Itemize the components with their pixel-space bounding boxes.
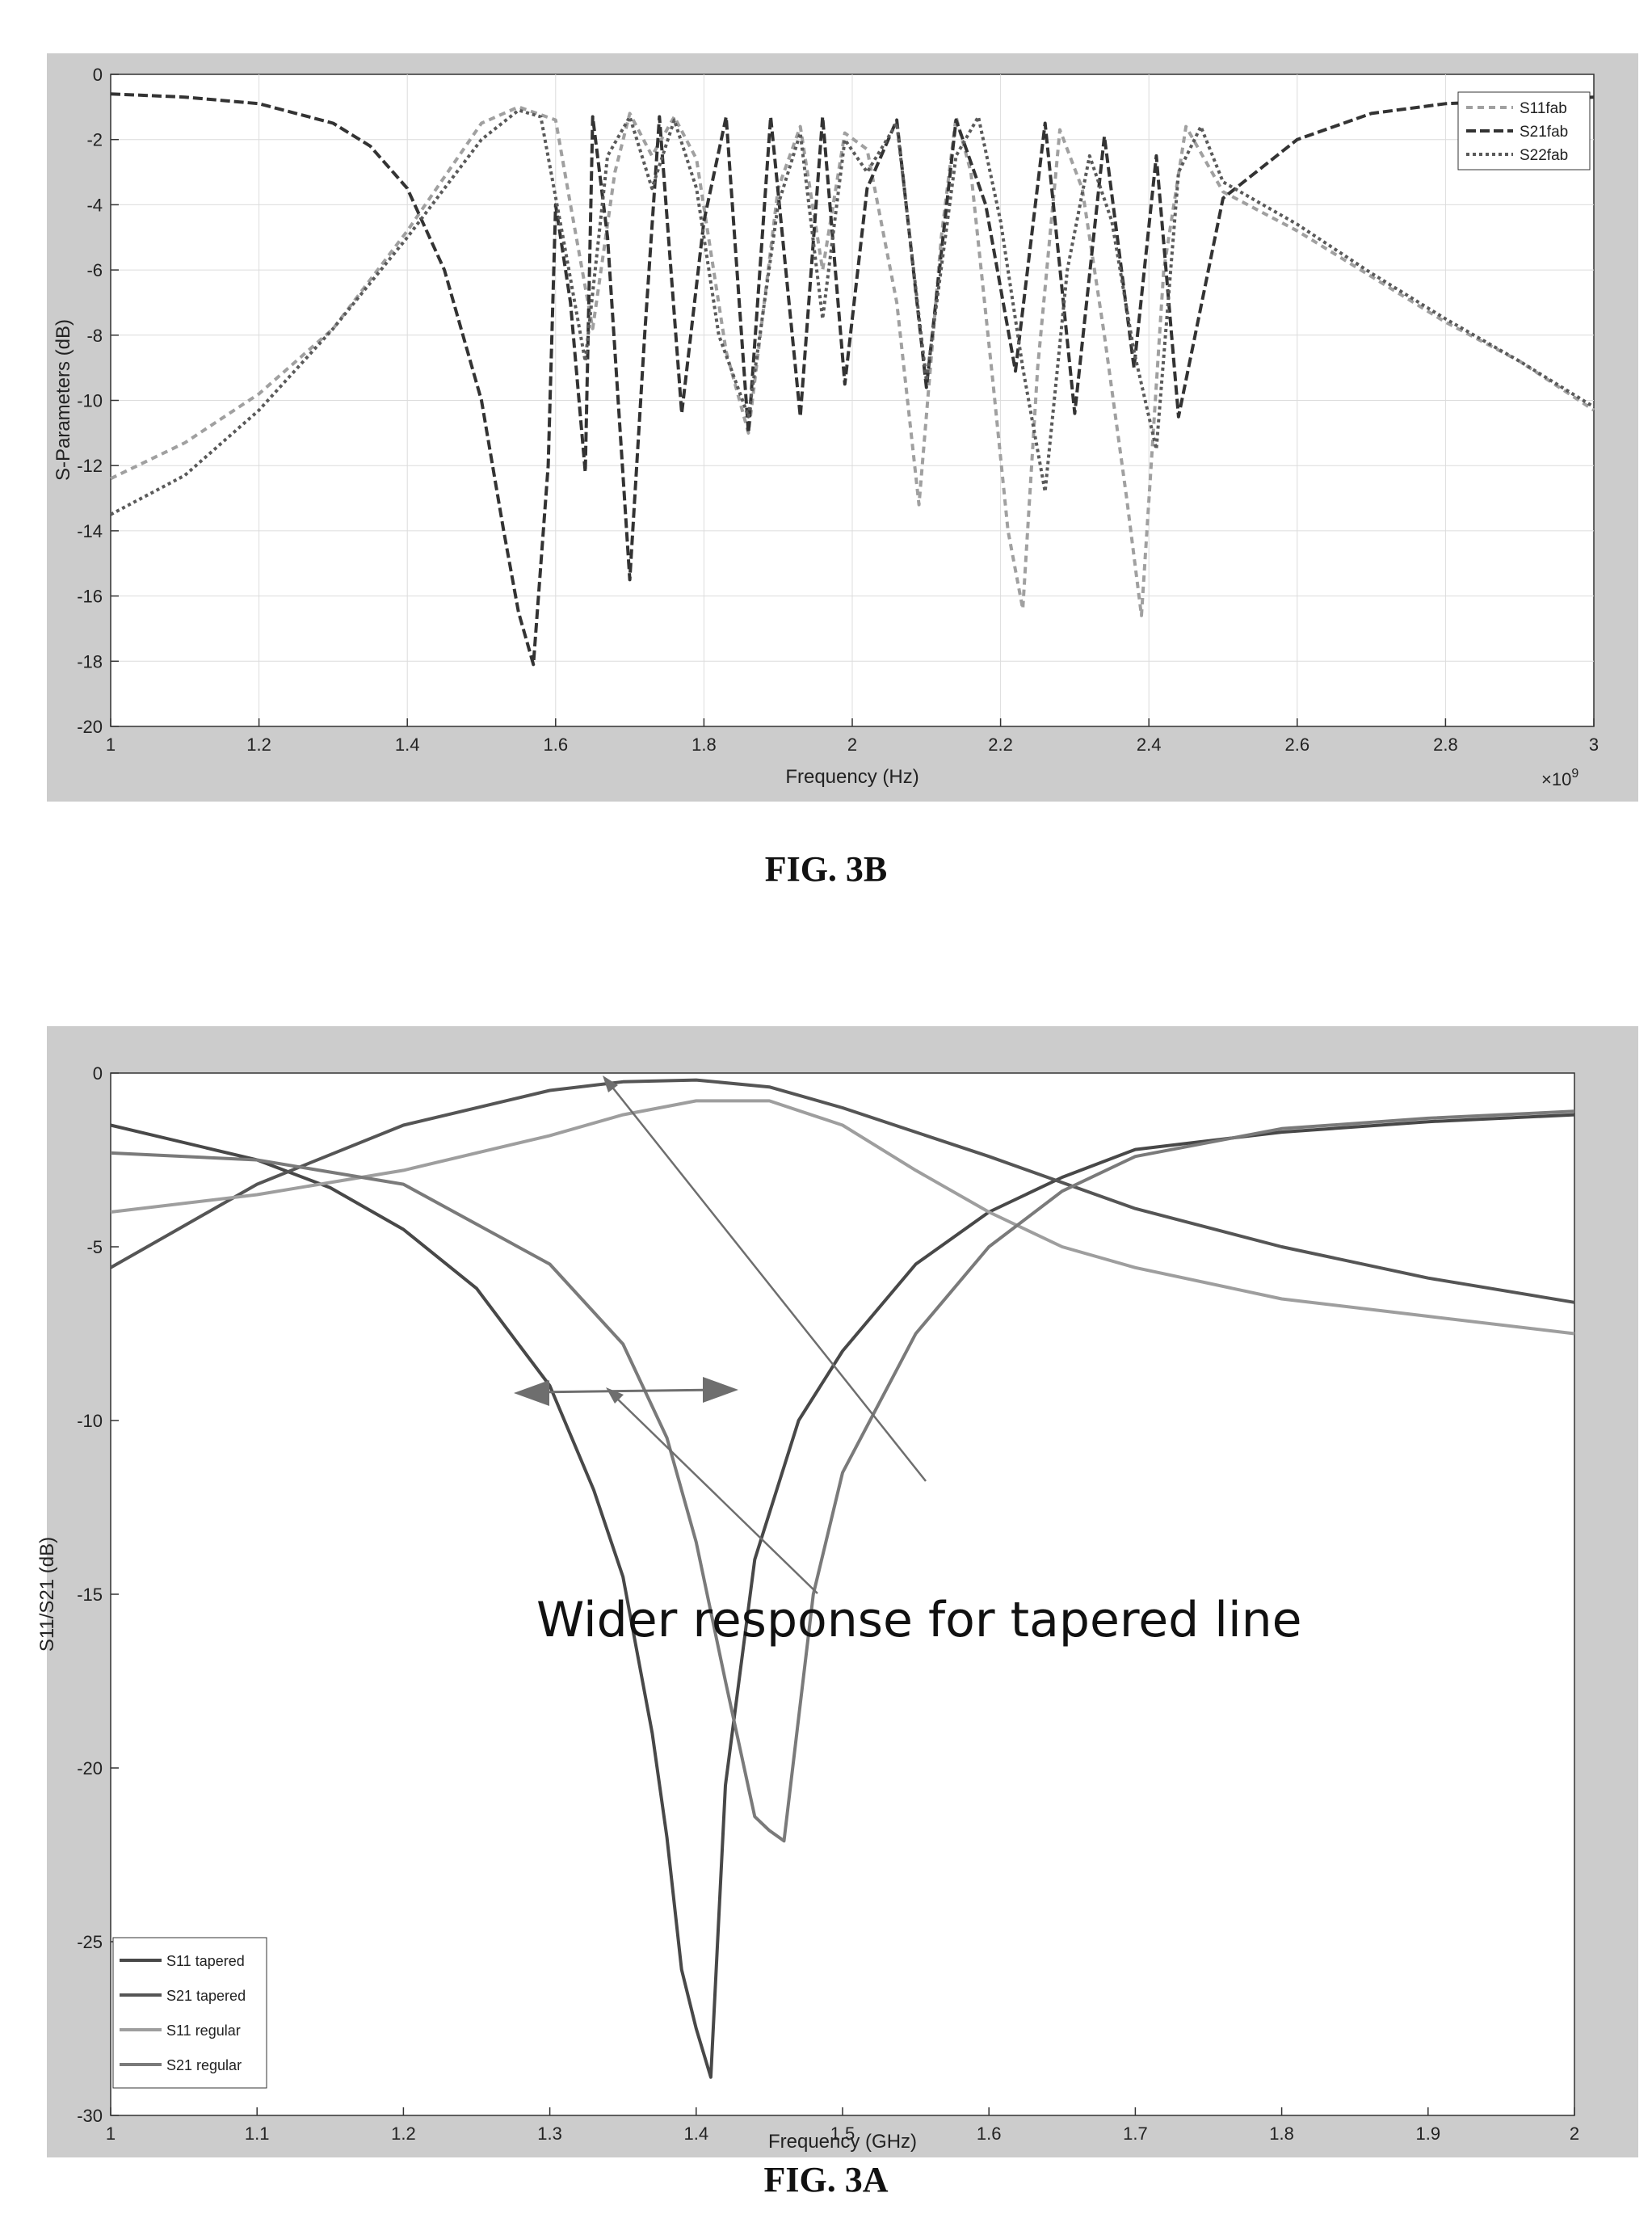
annotation-arrows <box>514 1075 927 1594</box>
x-tick-label: 1.6 <box>544 734 569 755</box>
figure-caption-3a: FIG. 3A <box>763 2160 889 2199</box>
x-tick-label: 1.4 <box>684 2124 709 2144</box>
series-line-s21-regular <box>110 1109 1575 1843</box>
x-tick-label: 1 <box>106 734 116 755</box>
annotation-text: Wider response for tapered line <box>536 1592 1302 1648</box>
legend: S11 tapered S21 tapered S11 regular S21 … <box>112 1937 267 2089</box>
x-axis-multiplier-exponent: 9 <box>1571 767 1578 781</box>
x-tick-label: 1.1 <box>245 2124 270 2144</box>
series-group <box>110 92 1595 667</box>
x-tick-label: 2 <box>1570 2124 1579 2144</box>
figure-caption-3b: FIG. 3B <box>764 849 888 889</box>
y-tick-label: -5 <box>86 1237 103 1257</box>
chart-fig-3a: 1 1.1 1.2 1.3 1.4 1.5 1.6 1.7 1.8 1.9 2 0 -5 -10 -15 -2… <box>36 1026 1638 2157</box>
legend-label-s11-tapered: S11 tapered <box>166 1953 245 1969</box>
y-tick-label: 0 <box>93 65 103 85</box>
legend-label-s11-regular: S11 regular <box>166 2022 241 2039</box>
x-tick-label: 1.4 <box>395 734 420 755</box>
y-tick-label: -4 <box>86 195 103 215</box>
y-tick-label: -20 <box>77 1758 103 1778</box>
arrow-wider-bandwidth-line <box>532 1388 720 1394</box>
plot-area <box>110 1072 1575 2116</box>
legend: S11fab S21fab S22fab <box>1457 91 1591 170</box>
arrow-pointer-upper-head <box>603 1075 618 1092</box>
y-tick-label: -12 <box>77 456 103 476</box>
legend-label-s22fab: S22fab <box>1520 147 1568 164</box>
x-tick-label: 1.6 <box>977 2124 1002 2144</box>
y-axis-label: S11/S21 (dB) <box>36 1537 58 1652</box>
series-group <box>110 1078 1575 2079</box>
y-tick-label: 0 <box>93 1063 103 1084</box>
x-tick-label: 1.5 <box>830 2124 855 2144</box>
series-line-s21fab <box>110 92 1595 667</box>
legend-label-s21fab: S21fab <box>1520 124 1568 141</box>
y-tick-label: -15 <box>77 1585 103 1605</box>
arrow-head-right <box>703 1377 738 1403</box>
arrow-pointer-lower <box>615 1396 818 1594</box>
legend-label-s11fab: S11fab <box>1520 100 1567 117</box>
y-tick-label: -30 <box>77 2106 103 2126</box>
tick-labels: 1 1.1 1.2 1.3 1.4 1.5 1.6 1.7 1.8 1.9 2 0 -5 -10 -15 -2… <box>77 1063 1579 2144</box>
x-tick-label: 1.8 <box>691 734 717 755</box>
y-tick-label: -8 <box>86 326 103 346</box>
x-tick-label: 3 <box>1589 734 1599 755</box>
y-axis-label: S-Parameters (dB) <box>53 319 74 481</box>
x-tick-label: 1.7 <box>1123 2124 1148 2144</box>
x-tick-label: 2.2 <box>988 734 1013 755</box>
x-tick-label: 1.9 <box>1416 2124 1441 2144</box>
y-tick-label: -6 <box>86 260 103 280</box>
x-tick-label: 2 <box>847 734 857 755</box>
chart-fig-3b: 1 1.2 1.4 1.6 1.8 2 2.2 2.4 2.6 2.8 3 0 -2 -4 -6 -8 -10 -… <box>47 53 1638 802</box>
series-line-s11-tapered <box>110 1113 1575 2079</box>
tick-labels: 1 1.2 1.4 1.6 1.8 2 2.2 2.4 2.6 2.8 3 0 -2 -4 -6 -8 -10 -… <box>77 65 1599 755</box>
series-line-s21-tapered <box>110 1078 1575 1304</box>
y-tick-label: -18 <box>77 651 103 671</box>
y-tick-label: -10 <box>77 391 103 411</box>
x-tick-label: 2.8 <box>1433 734 1458 755</box>
x-tick-label: 2.4 <box>1137 734 1162 755</box>
arrow-pointer-upper <box>610 1084 927 1482</box>
x-tick-label: 1.3 <box>537 2124 562 2144</box>
series-line-s11-regular <box>110 1099 1575 1336</box>
y-tick-label: -10 <box>77 1411 103 1431</box>
x-axis-label: Frequency (Hz) <box>785 766 918 788</box>
y-tick-label: -20 <box>77 717 103 737</box>
legend-label-s21-tapered: S21 tapered <box>166 1988 246 2004</box>
x-tick-label: 1 <box>106 2124 116 2144</box>
series-line-s11fab <box>110 105 1595 617</box>
x-tick-label: 1.2 <box>246 734 271 755</box>
x-axis-multiplier: ×109 <box>1541 767 1578 789</box>
y-tick-label: -16 <box>77 587 103 607</box>
x-axis-label: Frequency (GHz) <box>768 2131 917 2153</box>
x-tick-label: 1.2 <box>391 2124 416 2144</box>
legend-label-s21-regular: S21 regular <box>166 2057 242 2073</box>
arrow-head-left <box>514 1380 549 1406</box>
y-tick-label: -25 <box>77 1932 103 1952</box>
arrow-pointer-lower-head <box>606 1387 624 1404</box>
x-tick-label: 1.8 <box>1269 2124 1294 2144</box>
x-tick-label: 2.6 <box>1285 734 1310 755</box>
y-tick-label: -2 <box>86 130 103 150</box>
y-tick-label: -14 <box>77 521 103 541</box>
series-line-s22fab <box>110 108 1595 516</box>
